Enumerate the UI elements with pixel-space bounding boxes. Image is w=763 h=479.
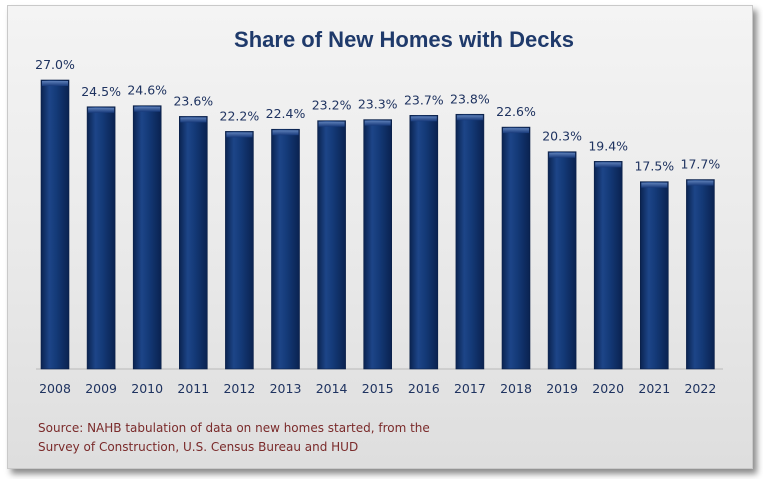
bar-2022 [686, 179, 715, 370]
value-label-2012: 22.2% [220, 108, 260, 123]
bar-2009 [86, 106, 116, 370]
source-line-2: Survey of Construction, U.S. Census Bure… [38, 440, 359, 454]
bar-highlight-2016 [410, 116, 437, 122]
bar-2021 [639, 181, 669, 370]
bar-2012 [225, 131, 254, 370]
tick-labels-group: 2008 2009 2010 2011 2012 2013 2014 2015 2016 2017… [39, 381, 716, 396]
x-tick-2019: 2019 [546, 381, 578, 396]
bar-highlight-2010 [134, 106, 161, 112]
bar-highlight-2011 [180, 117, 207, 123]
bar-highlight-2018 [503, 128, 529, 134]
x-tick-2017: 2017 [454, 381, 486, 396]
bar-2017 [455, 113, 485, 370]
bar-highlight-2015 [364, 120, 391, 126]
bar-highlight-2019 [549, 152, 576, 158]
source-note: Source: NAHB tabulation of data on new h… [38, 419, 498, 457]
value-label-2009: 24.5% [81, 84, 121, 99]
x-tick-2018: 2018 [500, 381, 532, 396]
x-tick-2010: 2010 [131, 381, 163, 396]
bar-2014 [317, 120, 346, 370]
value-label-2016: 23.7% [404, 92, 444, 107]
bar-2013 [271, 128, 300, 370]
value-labels-group: 27.0% 24.5% 24.6% 23.6% 22.2% 22.4% 23.2% 23.3%… [35, 57, 720, 174]
bar-highlight-2017 [456, 115, 483, 121]
x-tick-2012: 2012 [223, 381, 255, 396]
value-label-2015: 23.3% [358, 97, 398, 112]
x-tick-2011: 2011 [177, 381, 209, 396]
bar-highlight-2014 [318, 121, 345, 127]
x-tick-2008: 2008 [39, 381, 71, 396]
bar-2008 [40, 79, 70, 370]
x-tick-2016: 2016 [408, 381, 440, 396]
value-label-2021: 17.5% [634, 159, 674, 174]
bar-2015 [363, 119, 393, 370]
x-tick-2020: 2020 [592, 381, 624, 396]
chart-title: Share of New Homes with Decks [234, 27, 574, 52]
x-tick-2021: 2021 [638, 381, 670, 396]
value-label-2022: 17.7% [681, 157, 721, 172]
bar-highlight-2020 [595, 162, 622, 168]
bar-highlight-2022 [687, 180, 714, 186]
x-tick-2022: 2022 [684, 381, 716, 396]
x-tick-2009: 2009 [85, 381, 117, 396]
bar-2020 [593, 161, 623, 370]
bars-group [40, 79, 715, 370]
value-label-2013: 22.4% [266, 106, 306, 121]
bar-highlight-2021 [641, 182, 668, 188]
x-tick-2015: 2015 [362, 381, 394, 396]
bar-2018 [501, 126, 531, 370]
x-tick-2014: 2014 [316, 381, 348, 396]
value-label-2018: 22.6% [496, 104, 536, 119]
source-line-1: Source: NAHB tabulation of data on new h… [38, 421, 430, 435]
bar-highlight-2013 [272, 130, 299, 136]
bar-2011 [179, 116, 208, 370]
value-label-2010: 24.6% [127, 83, 167, 98]
value-label-2011: 23.6% [173, 93, 213, 108]
value-label-2019: 20.3% [542, 129, 582, 144]
value-label-2020: 19.4% [588, 138, 628, 153]
bar-2010 [132, 105, 162, 370]
bar-highlight-2009 [88, 107, 115, 113]
value-label-2014: 23.2% [312, 98, 352, 113]
value-label-2008: 27.0% [35, 57, 75, 72]
bar-2019 [547, 151, 577, 370]
bar-highlight-2008 [42, 81, 68, 86]
value-label-2017: 23.8% [450, 91, 490, 106]
bar-2016 [409, 115, 439, 370]
bar-highlight-2012 [226, 132, 253, 138]
x-tick-2013: 2013 [270, 381, 302, 396]
